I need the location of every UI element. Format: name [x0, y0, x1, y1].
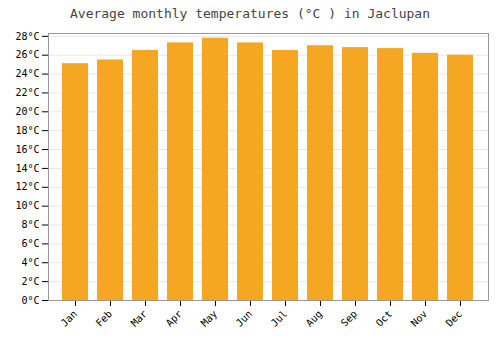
svg-text:Jan: Jan — [59, 308, 80, 329]
svg-text:28°C: 28°C — [15, 31, 39, 42]
svg-text:14°C: 14°C — [15, 163, 39, 174]
svg-text:Feb: Feb — [94, 308, 115, 329]
svg-text:26°C: 26°C — [15, 49, 39, 60]
svg-text:Apr: Apr — [164, 308, 185, 329]
svg-text:12°C: 12°C — [15, 181, 39, 192]
svg-text:0°C: 0°C — [21, 295, 39, 306]
svg-text:4°C: 4°C — [21, 257, 39, 268]
svg-text:Sep: Sep — [339, 308, 360, 329]
svg-text:2°C: 2°C — [21, 276, 39, 287]
svg-text:8°C: 8°C — [21, 219, 39, 230]
svg-text:Dec: Dec — [444, 308, 465, 329]
svg-text:24°C: 24°C — [15, 68, 39, 79]
svg-text:May: May — [199, 308, 220, 329]
html-text:Average monthly temperatures (: Average monthly temperatures (°C ) in Ja… — [70, 6, 430, 21]
svg-text:16°C: 16°C — [15, 144, 39, 155]
svg-text:Jul: Jul — [269, 308, 290, 329]
svg-text:18°C: 18°C — [15, 125, 39, 136]
svg-text:22°C: 22°C — [15, 87, 39, 98]
svg-text:Aug: Aug — [304, 308, 325, 329]
svg-text:6°C: 6°C — [21, 238, 39, 249]
svg-text:Mar: Mar — [129, 308, 150, 329]
svg-text:Jun: Jun — [234, 308, 255, 329]
svg-text:Nov: Nov — [409, 308, 430, 329]
svg-text:10°C: 10°C — [15, 200, 39, 211]
svg-text:20°C: 20°C — [15, 106, 39, 117]
svg-text:Oct: Oct — [374, 308, 395, 329]
